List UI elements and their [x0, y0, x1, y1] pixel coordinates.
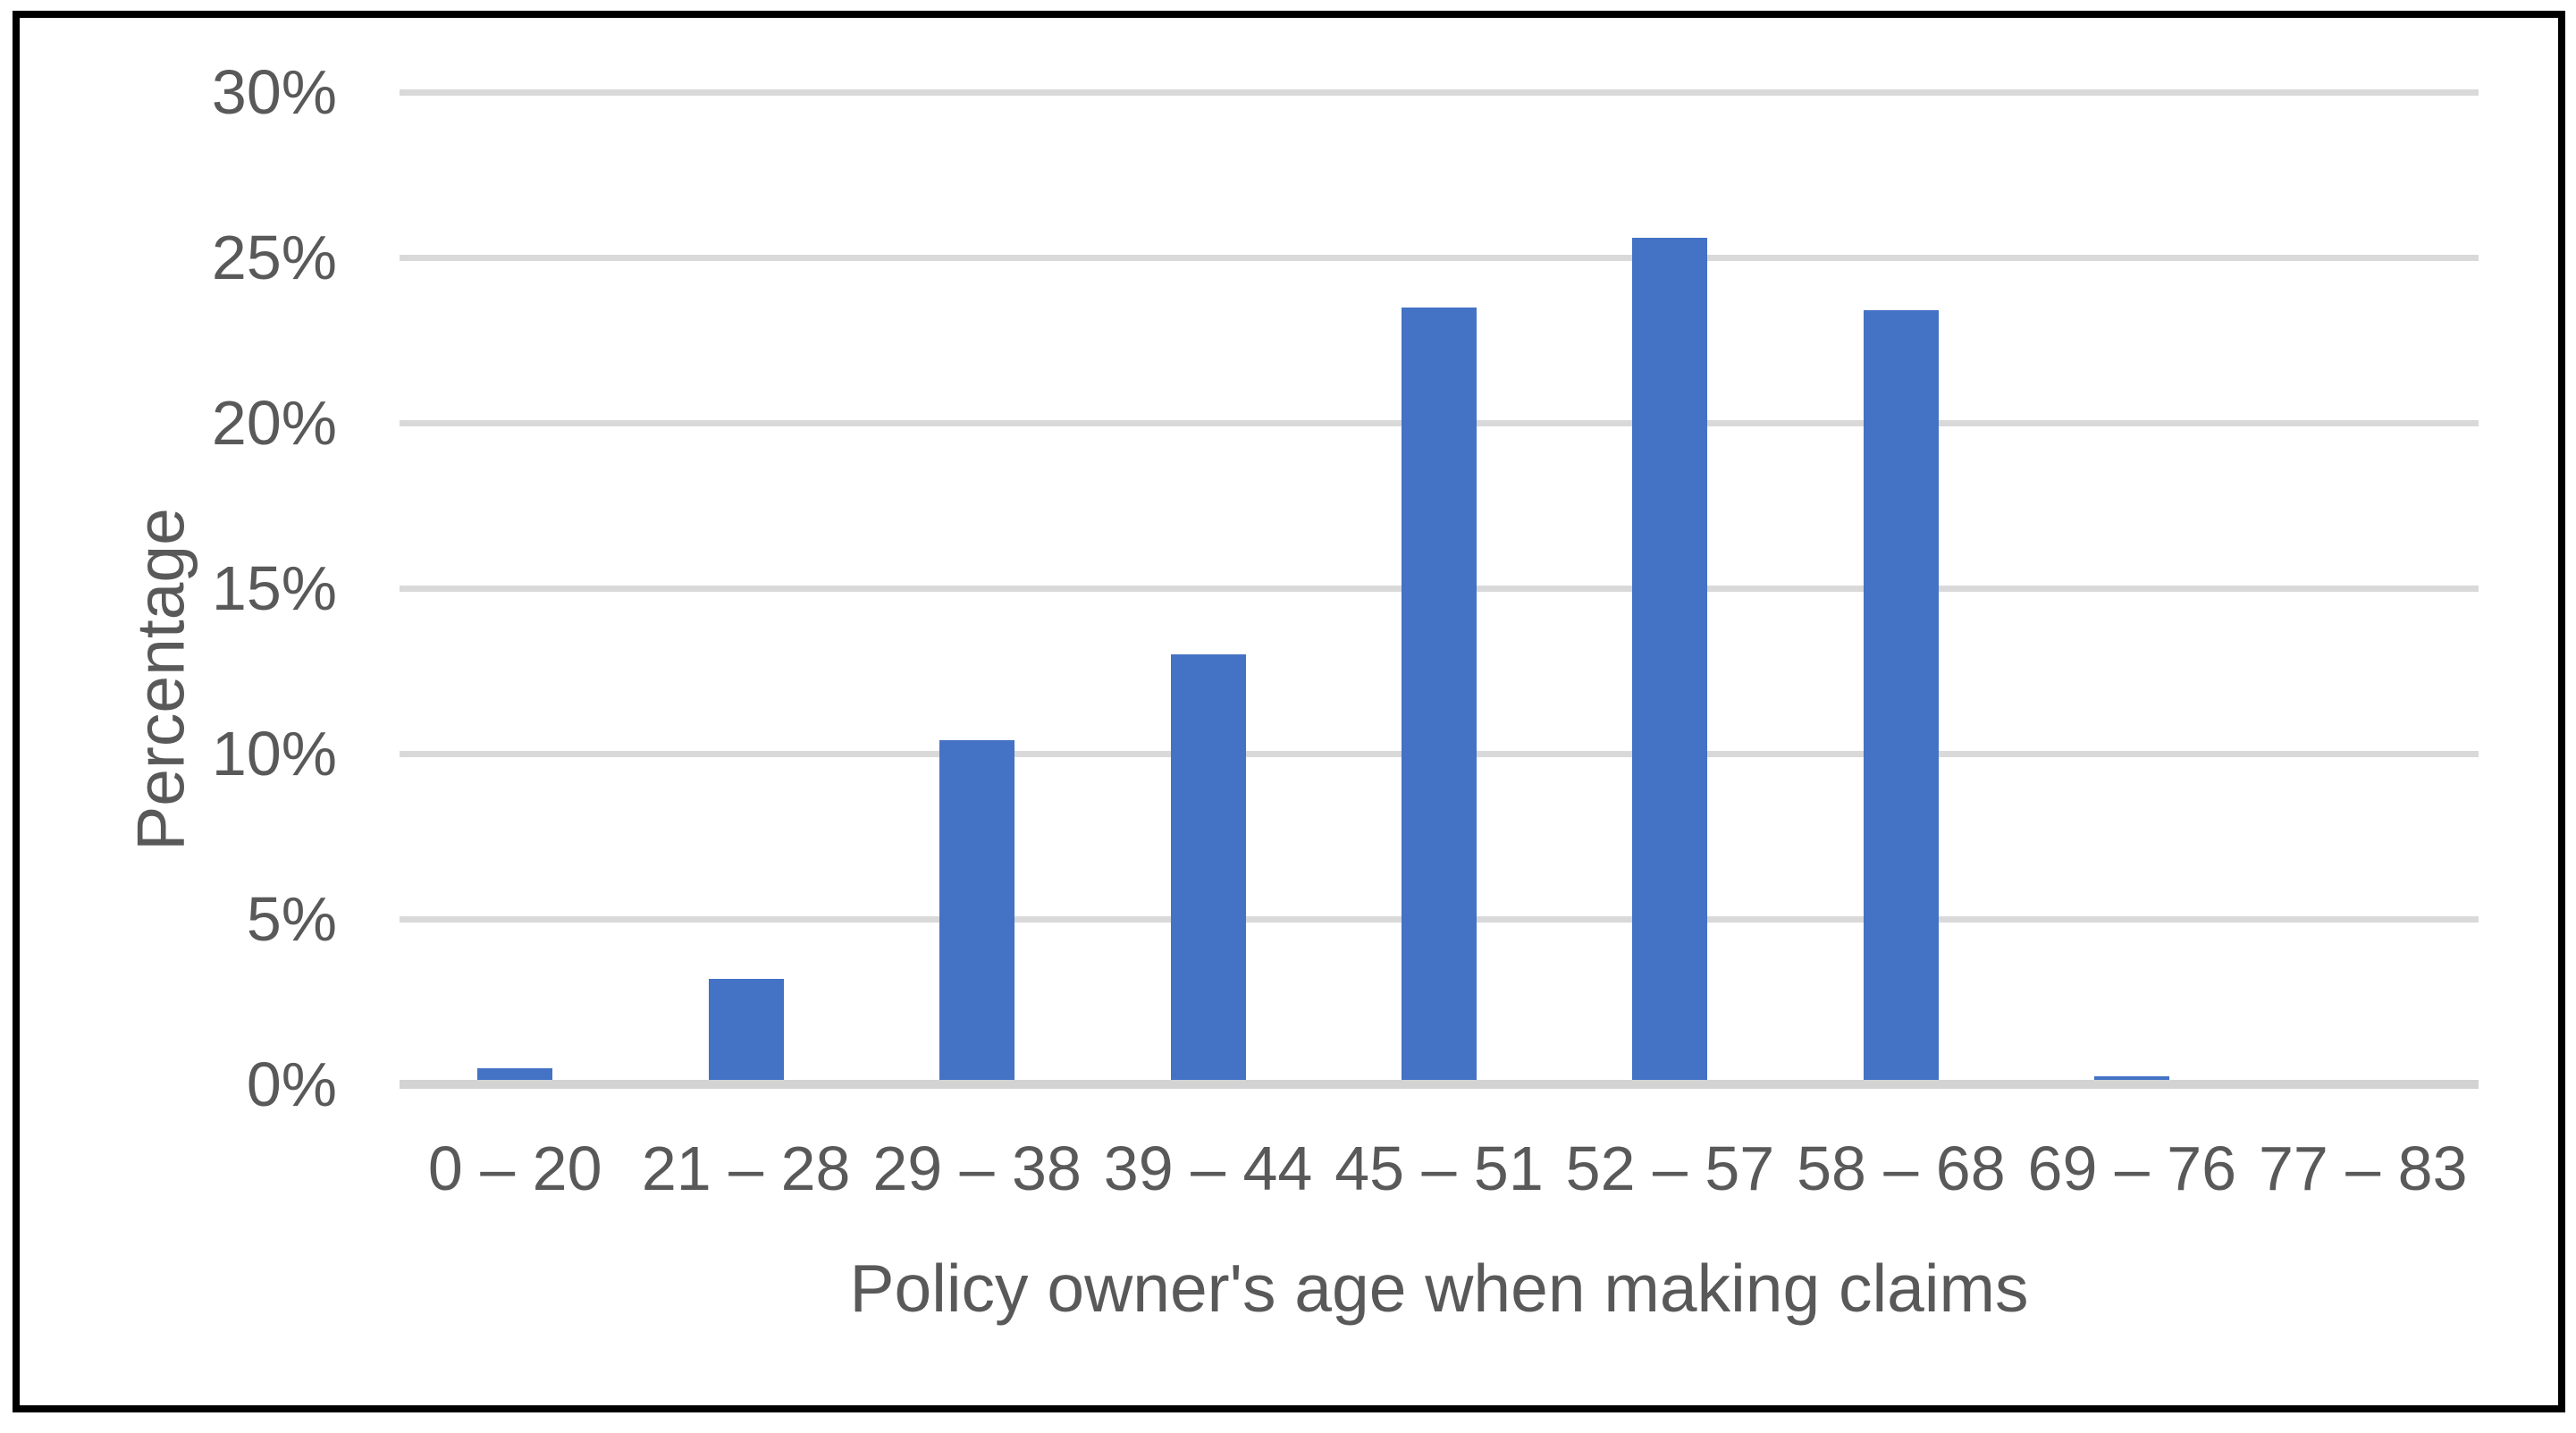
bar-45–51: [1402, 307, 1477, 1084]
x-axis-line: [400, 1080, 2479, 1089]
x-tick-label-58–68: 58 – 68: [1797, 1134, 2006, 1203]
plot-area: [400, 89, 2479, 1089]
x-tick-label-39–44: 39 – 44: [1103, 1134, 1313, 1203]
y-tick-label-20pct: 20%: [211, 388, 337, 458]
y-tick-label-15pct: 15%: [211, 553, 337, 623]
bar-52–57: [1632, 237, 1708, 1084]
y-tick-label-10pct: 10%: [211, 719, 337, 788]
x-tick-label-52–57: 52 – 57: [1565, 1134, 1775, 1203]
x-tick-label-29–38: 29 – 38: [872, 1134, 1082, 1203]
y-tick-label-25pct: 25%: [211, 223, 337, 292]
bar-39–44: [1170, 654, 1246, 1084]
bar-29–38: [939, 740, 1015, 1084]
y-tick-label-30pct: 30%: [211, 57, 337, 127]
x-tick-label-69–76: 69 – 76: [2027, 1134, 2237, 1203]
gridline-30pct: [400, 89, 2479, 96]
y-tick-label-5pct: 5%: [246, 884, 337, 954]
x-tick-label-45–51: 45 – 51: [1334, 1134, 1544, 1203]
x-tick-label-0–20: 0 – 20: [427, 1134, 602, 1203]
x-tick-label-21–28: 21 – 28: [641, 1134, 851, 1203]
gridline-25pct: [400, 254, 2479, 261]
bar-21–28: [708, 978, 784, 1084]
bar-58–68: [1863, 310, 1939, 1084]
y-tick-label-0pct: 0%: [246, 1049, 337, 1119]
x-axis-title: Policy owner's age when making claims: [849, 1251, 2029, 1326]
chart-border: [13, 11, 2565, 1412]
y-axis-title: Percentage: [122, 508, 198, 851]
x-tick-label-77–83: 77 – 83: [2258, 1134, 2468, 1203]
